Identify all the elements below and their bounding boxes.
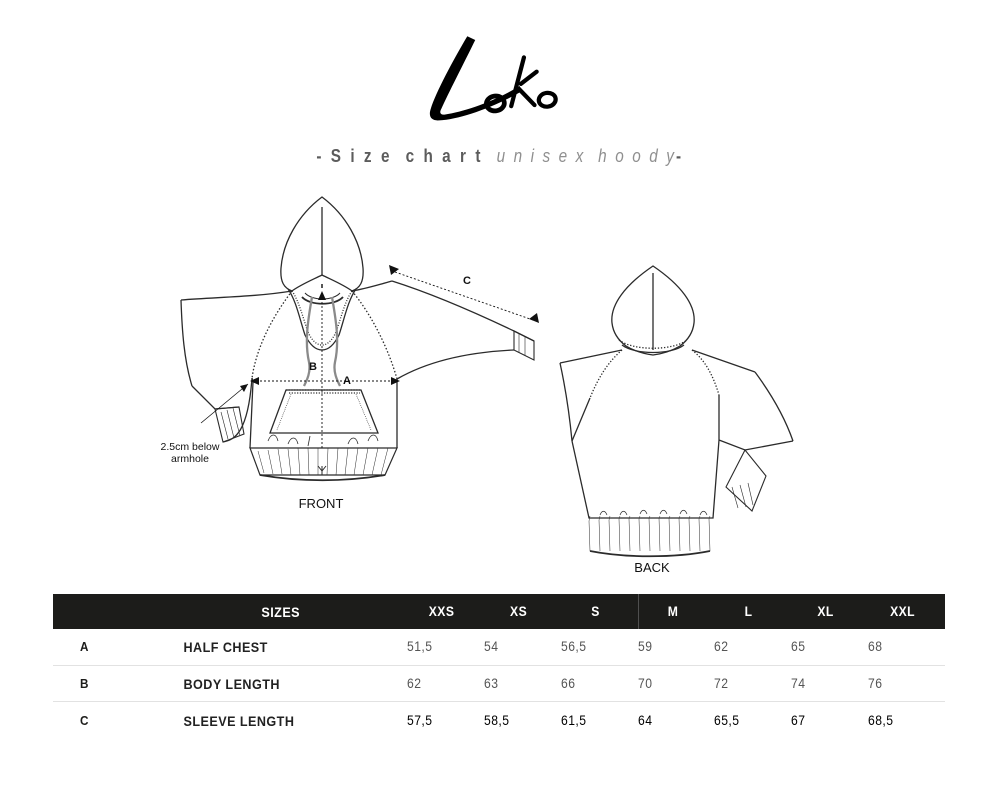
svg-text:A: A <box>343 375 351 387</box>
svg-text:BACK: BACK <box>634 560 670 575</box>
svg-text:B: B <box>309 361 317 373</box>
svg-text:C: C <box>463 275 471 287</box>
svg-text:FRONT: FRONT <box>299 496 344 511</box>
svg-text:armhole: armhole <box>171 453 209 465</box>
svg-text:2.5cm below: 2.5cm below <box>161 441 220 453</box>
